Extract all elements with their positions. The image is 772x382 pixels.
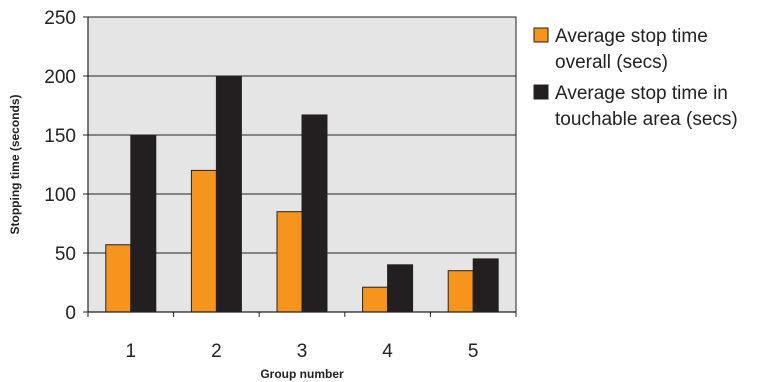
x-tick-label: 4: [382, 341, 393, 362]
x-tick-label: 5: [468, 341, 479, 362]
x-tick-label: 1: [126, 341, 137, 362]
legend-swatch: [533, 27, 549, 43]
y-tick-label: 250: [44, 8, 76, 29]
legend-label: overall (secs): [555, 52, 668, 73]
bar-series2-group3: [301, 114, 328, 313]
bar-series1-group3: [276, 211, 303, 313]
y-tick-labels: 0 50 100 150 200 250: [44, 8, 76, 324]
y-tick-label: 100: [44, 185, 76, 206]
bar-series1-group1: [105, 244, 132, 313]
bar-series1-group4: [362, 286, 389, 313]
bar-series1-group5: [447, 270, 474, 313]
legend-swatch: [533, 84, 549, 100]
y-axis-title: Stopping time (seconds): [8, 94, 22, 234]
y-tick-label: 150: [44, 126, 76, 147]
bar-series2-group5: [472, 258, 499, 313]
bar-series1-group2: [190, 169, 217, 313]
legend: Average stop time overall (secs) Average s…: [533, 26, 738, 130]
bar-series2-group4: [387, 264, 414, 313]
x-tick-label: 3: [297, 341, 308, 362]
legend-label: Average stop time in: [555, 83, 728, 104]
x-tick-labels: 1 2 3 4 5: [126, 341, 479, 362]
legend-label: Average stop time: [555, 26, 708, 47]
bar-series2-group1: [130, 134, 157, 313]
axes: [83, 16, 517, 317]
bars: [105, 75, 499, 313]
y-tick-label: 200: [44, 67, 76, 88]
x-axis-title: Group number: [260, 367, 344, 381]
y-tick-label: 0: [65, 303, 76, 324]
x-tick-label: 2: [211, 341, 222, 362]
legend-label: touchable area (secs): [555, 109, 738, 130]
bar-series2-group2: [215, 75, 242, 313]
y-tick-label: 50: [55, 244, 76, 265]
